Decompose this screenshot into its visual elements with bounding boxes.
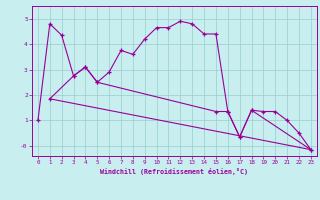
X-axis label: Windchill (Refroidissement éolien,°C): Windchill (Refroidissement éolien,°C) bbox=[100, 168, 248, 175]
